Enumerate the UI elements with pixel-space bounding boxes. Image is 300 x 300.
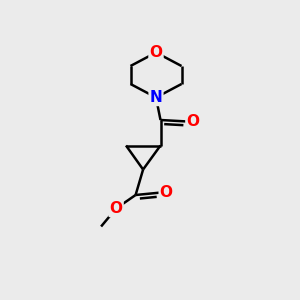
Text: O: O <box>160 185 173 200</box>
Text: O: O <box>186 114 200 129</box>
Text: O: O <box>110 201 123 216</box>
Text: N: N <box>150 90 162 105</box>
Text: O: O <box>149 45 163 60</box>
